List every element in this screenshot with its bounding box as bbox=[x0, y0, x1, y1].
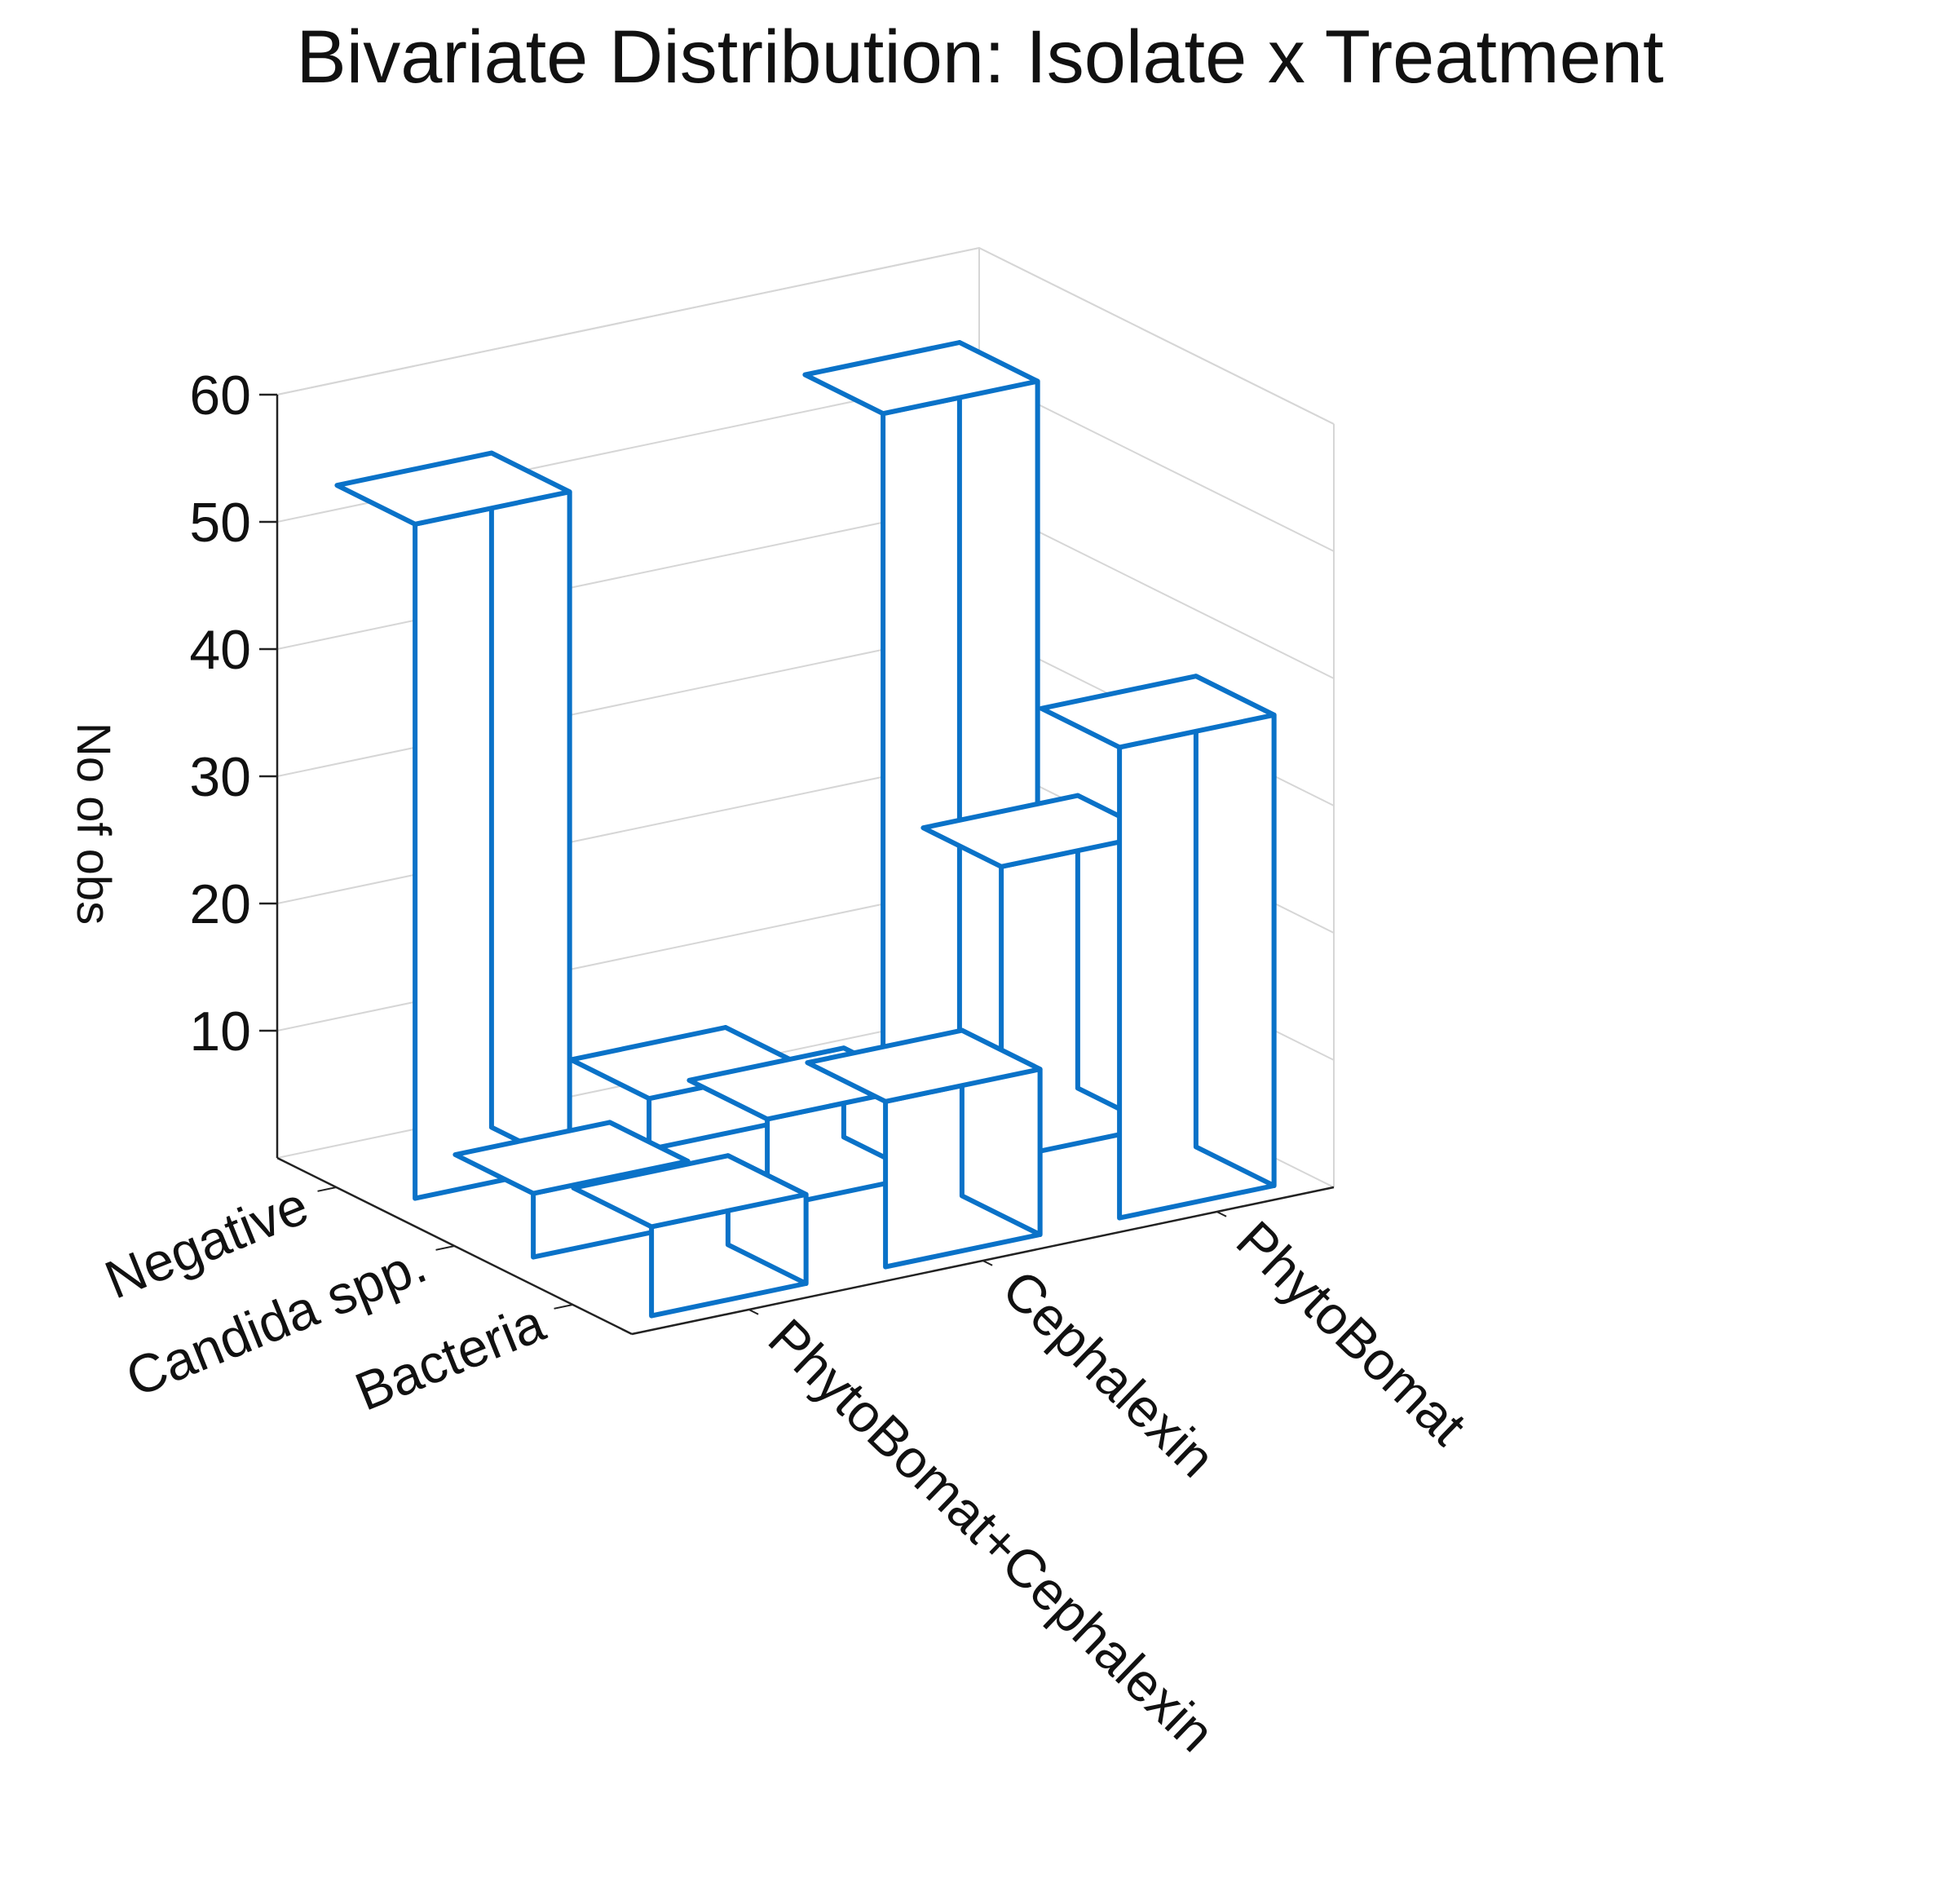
z-tick-label: 10 bbox=[189, 1001, 251, 1063]
bar-side-face bbox=[1193, 674, 1277, 1188]
bar-side-face bbox=[488, 450, 572, 1169]
bar-top-face bbox=[571, 1153, 809, 1230]
z-axis-title: No of obs bbox=[67, 722, 120, 925]
bar-bacteria-phytobomat bbox=[1039, 674, 1277, 1221]
treatment-tick bbox=[748, 1309, 759, 1315]
treatment-tick bbox=[982, 1260, 993, 1266]
bar-bacteria-phytobomat-cephalexin bbox=[571, 1153, 809, 1319]
bar-top-face bbox=[805, 1027, 1043, 1104]
bar-top-face bbox=[334, 450, 572, 527]
treatment-label: Cephalexin bbox=[991, 1258, 1227, 1489]
isolate-tick bbox=[554, 1304, 573, 1310]
bar-bacteria-cephalexin bbox=[805, 1027, 1043, 1270]
z-tick-label: 20 bbox=[189, 873, 251, 935]
wall-top-edge bbox=[276, 246, 1335, 425]
gridline-60 bbox=[276, 246, 1335, 425]
bars-layer bbox=[334, 340, 1277, 1319]
bar-top-face bbox=[1039, 674, 1277, 750]
z-tick-label: 50 bbox=[189, 492, 251, 554]
z-tick-label: 40 bbox=[189, 619, 251, 681]
bar-top-face bbox=[802, 340, 1040, 417]
z-tick-label: 30 bbox=[189, 746, 251, 808]
bar-top-face bbox=[452, 1120, 691, 1196]
z-tick-label: 60 bbox=[189, 365, 251, 426]
treatment-tick bbox=[1216, 1211, 1227, 1217]
chart-title: Bivariate Distribution: Isolate x Treatm… bbox=[296, 15, 1664, 99]
isolate-tick bbox=[435, 1245, 455, 1251]
treatment-label: PhytoBomat bbox=[1225, 1209, 1478, 1456]
treatment-label: PhytoBomat+Cephalexin bbox=[757, 1307, 1226, 1763]
isolate-tick bbox=[317, 1186, 337, 1192]
axes-layer bbox=[259, 393, 1335, 1336]
bar-negative-phytobomat-cephalexin bbox=[334, 450, 572, 1201]
